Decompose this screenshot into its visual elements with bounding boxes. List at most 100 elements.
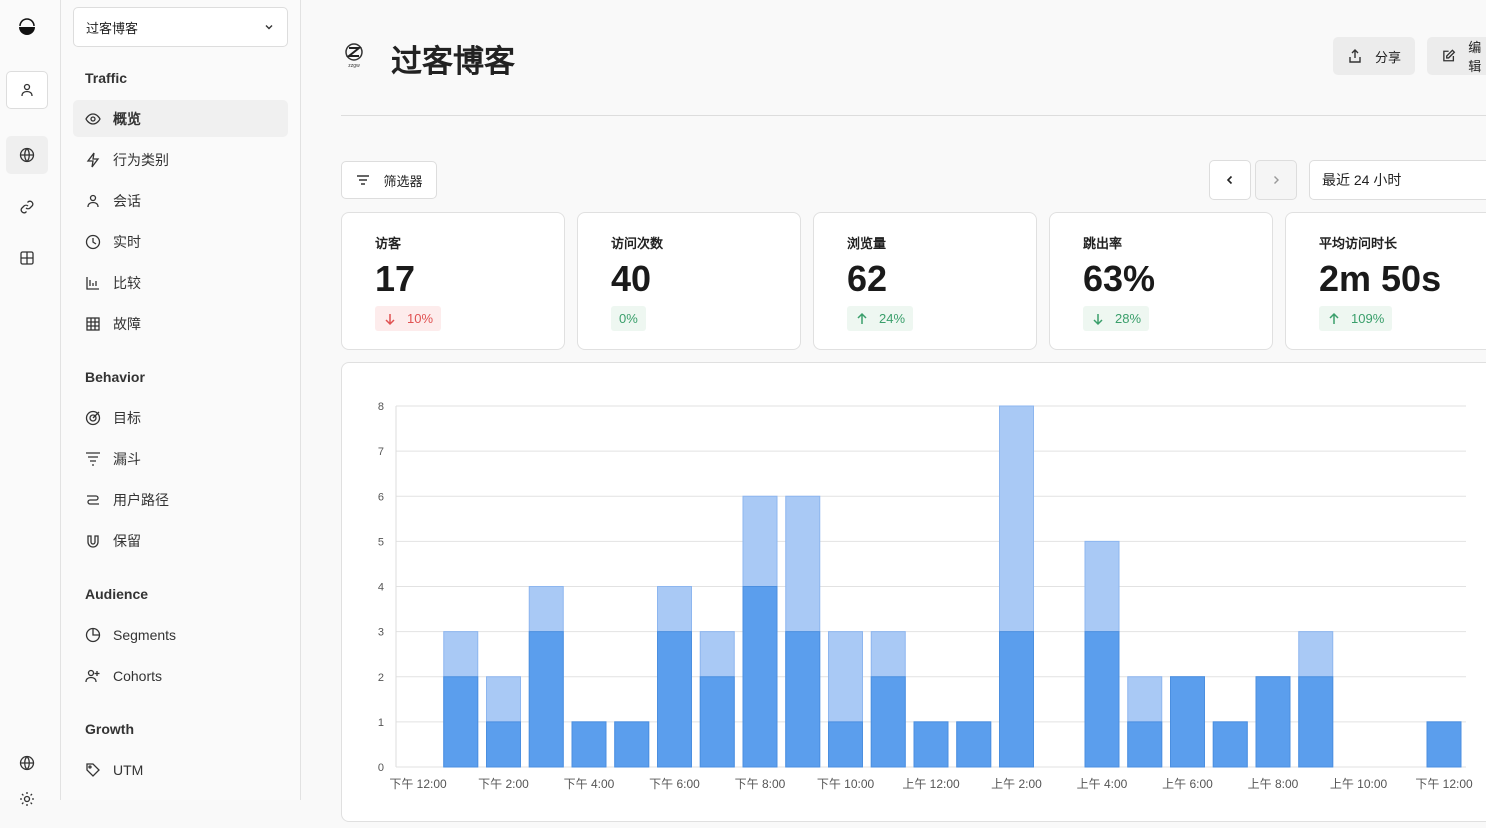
visits-bar — [1127, 721, 1163, 768]
visits-bar — [999, 631, 1034, 768]
sidebar-item[interactable]: UTM — [73, 751, 288, 788]
user-icon — [87, 194, 99, 207]
metric-change: 109% — [1319, 306, 1393, 331]
arrow-down-icon — [1093, 313, 1103, 325]
metric-label: 访问次数 — [611, 236, 664, 251]
site-selector[interactable]: 过客博客 — [73, 7, 288, 47]
date-range-select[interactable]: 最近 24 小时 — [1309, 160, 1486, 200]
globe-icon[interactable] — [6, 744, 48, 782]
y-tick-label: 3 — [378, 627, 384, 639]
visits-bar — [443, 676, 479, 768]
sidebar-item[interactable]: 行为类别 — [73, 141, 288, 178]
share-button[interactable]: 分享 — [1333, 37, 1416, 75]
visits-bar — [699, 676, 735, 768]
nav-group-growth: Growth — [85, 721, 134, 737]
visits-bar — [913, 721, 949, 768]
prev-range-button[interactable] — [1209, 160, 1251, 200]
sidebar-item[interactable]: 保留 — [73, 522, 288, 559]
globe-icon[interactable] — [6, 136, 48, 174]
filter-button[interactable]: 筛选器 — [341, 161, 437, 199]
next-range-button[interactable] — [1255, 160, 1297, 200]
visits-bar — [1298, 676, 1334, 768]
link-icon[interactable] — [6, 188, 48, 226]
sidebar-item[interactable]: 漏斗 — [73, 440, 288, 477]
metric-value: 2m 50s — [1319, 258, 1442, 299]
visits-bar — [486, 721, 521, 768]
visits-bar — [870, 676, 906, 768]
user-plus-icon — [85, 669, 100, 682]
magnet-icon — [87, 534, 99, 548]
page-title: 过客博客 — [391, 44, 515, 79]
metric-card: 访问次数 40 0% — [577, 212, 801, 350]
metric-card: 跳出率 63% 28% — [1049, 212, 1273, 350]
site-logo-icon: zzgw — [345, 43, 363, 68]
metric-change: 28% — [1083, 306, 1150, 331]
funnel-icon — [86, 451, 100, 466]
sidebar-item[interactable]: 目标 — [73, 399, 288, 436]
share-label: 分享 — [1375, 49, 1402, 65]
x-tick-label: 下午 6:00 — [649, 777, 700, 791]
metric-change-value: 28% — [1115, 311, 1142, 326]
tag-icon — [86, 762, 100, 777]
grid-icon[interactable] — [6, 239, 48, 277]
sidebar-item-label: 比较 — [113, 274, 141, 291]
visits-bar — [614, 721, 650, 768]
metric-change: 0% — [611, 306, 646, 331]
sidebar-item[interactable]: 比较 — [73, 264, 288, 301]
metric-value: 17 — [375, 258, 416, 299]
visits-bar — [571, 721, 607, 768]
sidebar-item-label: 实时 — [113, 233, 141, 250]
sidebar-item-label: 目标 — [113, 409, 141, 426]
x-tick-label: 上午 2:00 — [991, 777, 1042, 791]
icon-rail — [0, 0, 61, 806]
x-tick-label: 上午 8:00 — [1248, 777, 1299, 791]
sidebar-item[interactable]: 概览 — [73, 100, 288, 137]
edit-label: 编辑 — [1468, 40, 1482, 74]
filter-icon — [357, 175, 370, 185]
visits-bar — [1170, 676, 1205, 768]
sidebar-item-label: 用户路径 — [113, 491, 169, 508]
y-tick-label: 4 — [378, 582, 384, 594]
sidebar-item-label: Cohorts — [113, 667, 163, 684]
metric-change-value: 10% — [407, 311, 434, 326]
sidebar-item-label: 故障 — [113, 315, 141, 332]
y-tick-label: 0 — [378, 762, 384, 774]
sidebar-item-label: 保留 — [113, 532, 141, 549]
visits-bar — [956, 721, 992, 768]
user-icon[interactable] — [6, 71, 48, 109]
x-tick-label: 下午 2:00 — [478, 777, 529, 791]
visits-bar — [742, 586, 778, 768]
sidebar-item[interactable]: 故障 — [73, 305, 288, 342]
nav-group-behavior: Behavior — [85, 369, 145, 385]
sidebar: 过客博客 Traffic 概览 行为类别 会话 实时 比较 故障 Behavior 目标 漏斗 用户… — [61, 0, 301, 800]
arrow-up-icon — [1329, 312, 1339, 324]
sidebar-item[interactable]: Cohorts — [73, 657, 288, 694]
bolt-icon — [86, 152, 100, 167]
arrow-down-icon — [385, 313, 395, 325]
metric-card: 访客 17 10% — [341, 212, 565, 350]
chevron-left-icon — [1226, 175, 1233, 185]
logo-icon[interactable] — [6, 8, 48, 46]
y-tick-label: 7 — [378, 446, 384, 458]
bar-chart: 0 1 2 3 4 5 6 7 8 下午 12:00 下午 2:00 下午 4:00 下午 6:00 下午… — [378, 401, 1473, 791]
visits-bar — [657, 631, 692, 768]
arrow-up-icon — [857, 312, 867, 324]
settings-icon[interactable] — [6, 780, 48, 818]
metric-change-value: 109% — [1351, 311, 1385, 326]
edit-button[interactable]: 编辑 — [1427, 37, 1486, 75]
x-tick-label: 下午 4:00 — [564, 777, 615, 791]
metric-label: 平均访问时长 — [1319, 236, 1398, 251]
sidebar-item[interactable]: Segments — [73, 616, 288, 653]
sidebar-item[interactable]: 实时 — [73, 223, 288, 260]
visits-bar — [785, 631, 821, 768]
x-tick-label: 上午 6:00 — [1162, 777, 1213, 791]
metric-change-value: 0% — [619, 311, 638, 326]
sidebar-item-label: Segments — [113, 626, 177, 643]
eye-icon — [85, 112, 101, 125]
sidebar-item[interactable]: 用户路径 — [73, 481, 288, 518]
x-tick-label: 上午 10:00 — [1330, 777, 1388, 791]
x-tick-label: 下午 12:00 — [1415, 777, 1473, 791]
date-range-value: 最近 24 小时 — [1322, 172, 1402, 188]
sidebar-item[interactable]: 会话 — [73, 182, 288, 219]
metric-card: 浏览量 62 24% — [813, 212, 1037, 350]
